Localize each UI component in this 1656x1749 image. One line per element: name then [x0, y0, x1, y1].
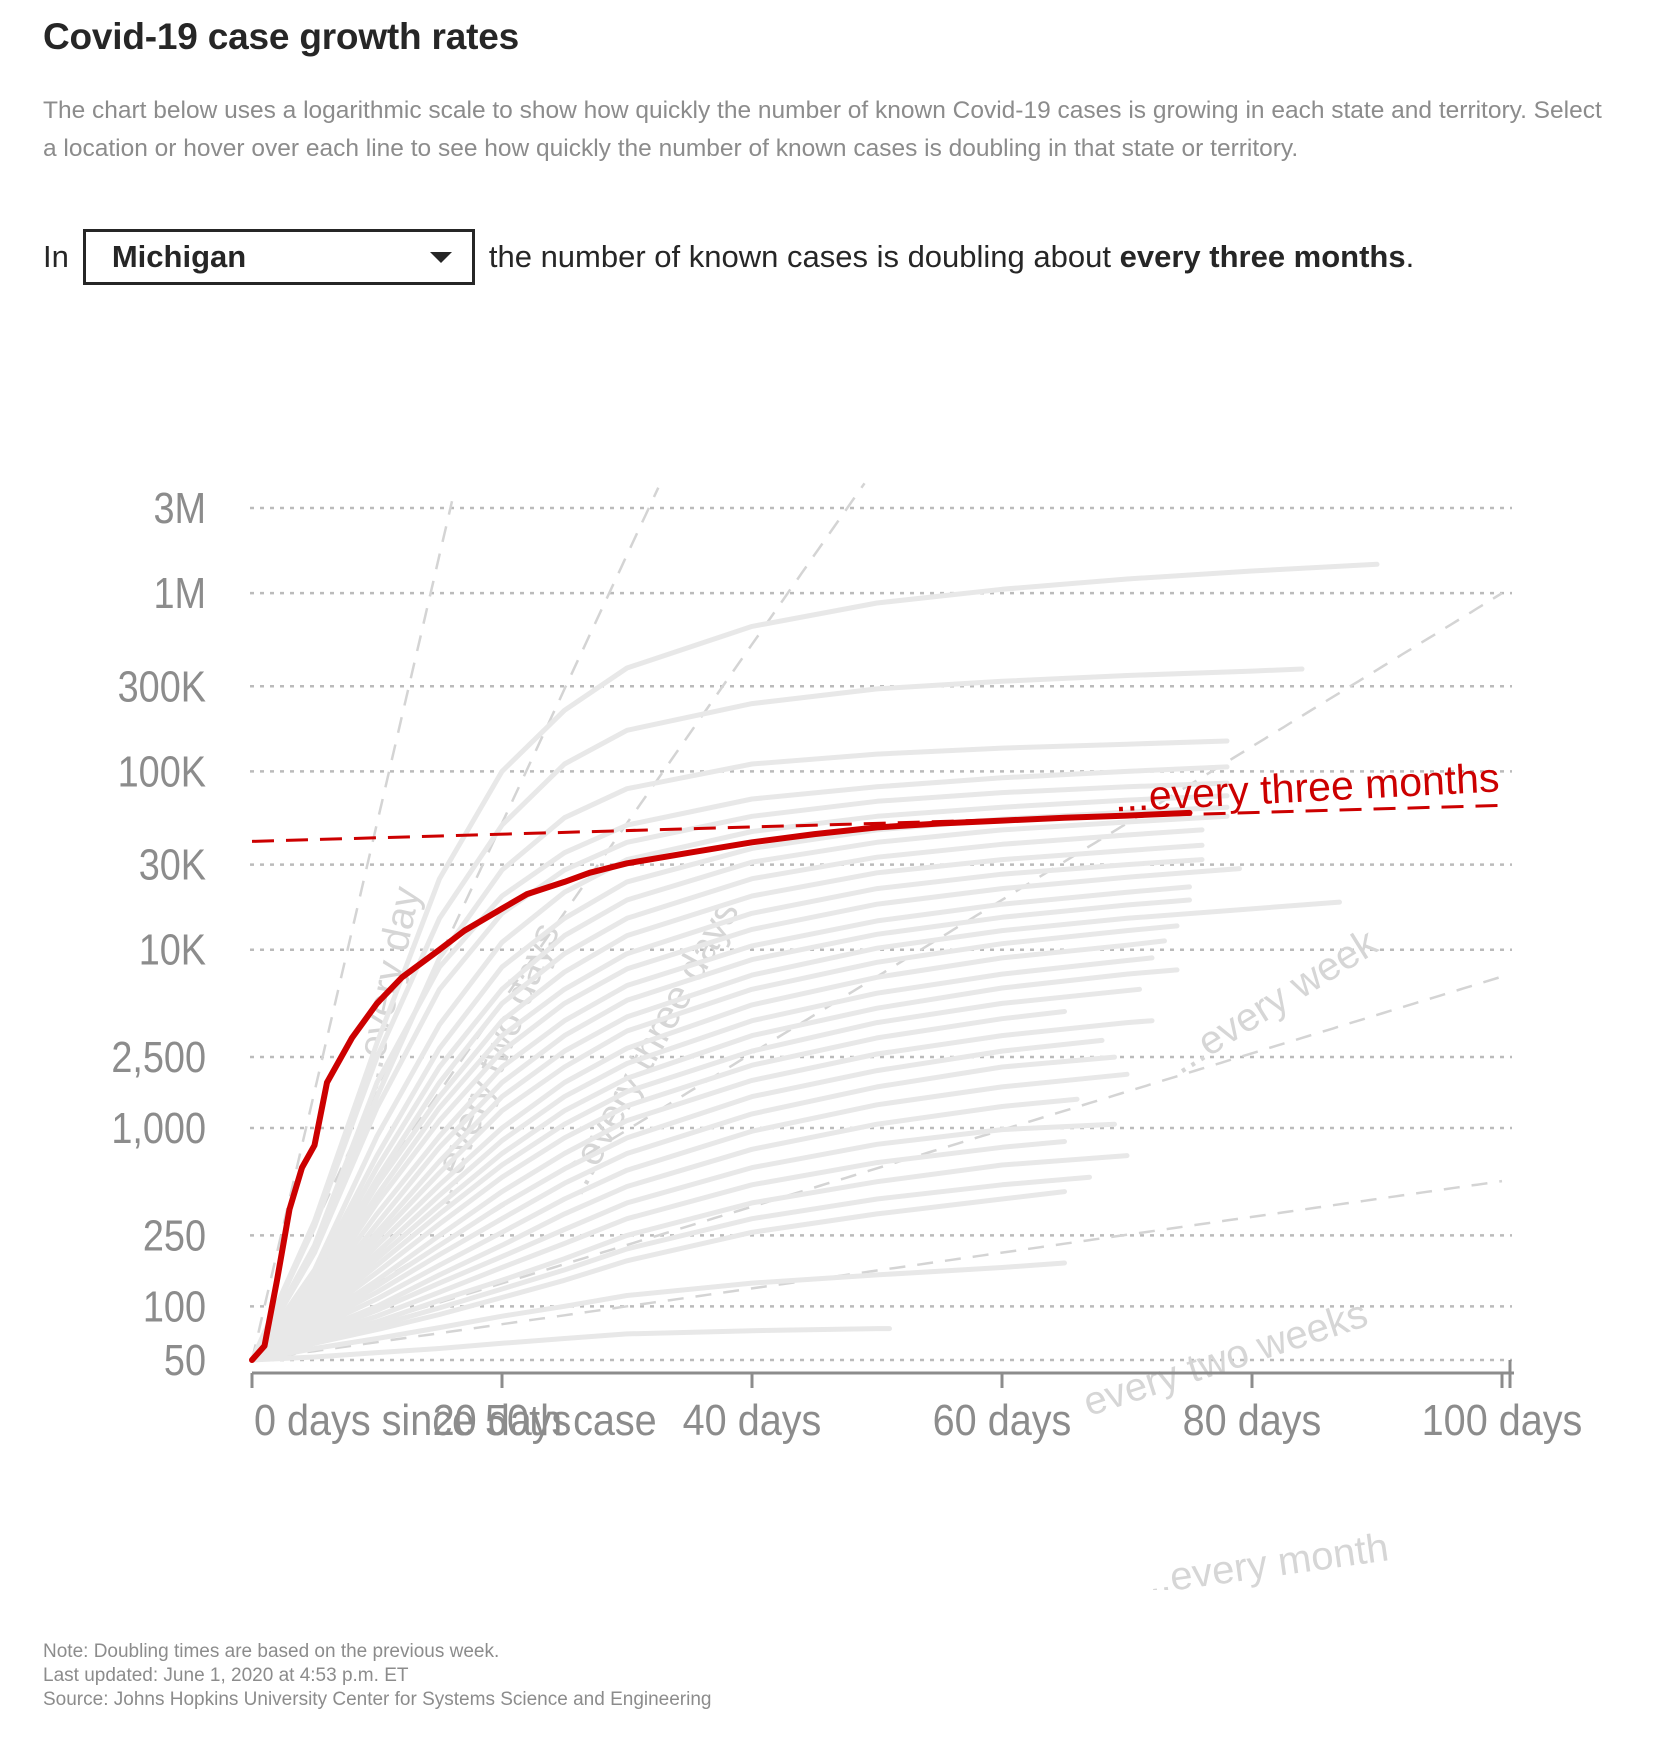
doubling-sentence: In Michigan the number of known cases is…	[43, 226, 1414, 288]
state-line	[249, 955, 1155, 1363]
state-line	[249, 1018, 1155, 1363]
sentence-middle: the number of known cases is doubling ab…	[488, 239, 1111, 274]
location-select[interactable]: Michigan	[82, 229, 475, 285]
state-line	[249, 793, 1230, 1363]
source-text: Source: Johns Hopkins University Center …	[43, 1689, 712, 1710]
x-tick-label: 60 days	[933, 1395, 1072, 1444]
state-line	[249, 884, 1192, 1363]
state-line	[249, 1121, 1117, 1363]
state-line	[249, 738, 1230, 1363]
state-line	[249, 561, 1380, 1363]
y-tick-label: 50	[164, 1335, 206, 1384]
note-text: Note: Doubling times are based on the pr…	[43, 1641, 500, 1662]
x-tick-label: 20 days	[433, 1395, 572, 1444]
y-tick-label: 300K	[118, 662, 206, 711]
state-line	[249, 857, 1205, 1363]
location-select-value: Michigan	[111, 239, 247, 274]
doubling-reference-label: ...every month	[1134, 1525, 1391, 1590]
state-line	[249, 780, 1230, 1363]
doubling-reference-line	[251, 1179, 1503, 1362]
state-line	[249, 813, 1230, 1363]
state-line	[249, 1139, 1067, 1363]
highlight-reference-line	[251, 803, 1503, 843]
y-tick-label: 10K	[139, 925, 206, 974]
x-tick-label: 0 days since 50th case	[254, 1395, 657, 1444]
state-line	[249, 1153, 1130, 1363]
state-line	[249, 897, 1192, 1363]
state-line	[249, 899, 1342, 1363]
chart-notes: Note: Doubling times are based on the pr…	[43, 1640, 712, 1712]
y-tick-label: 250	[143, 1211, 206, 1260]
y-tick-label: 30K	[139, 840, 206, 889]
state-line	[249, 923, 1180, 1363]
doubling-reference-line	[251, 975, 1503, 1362]
state-line	[249, 1009, 1067, 1363]
chevron-down-icon	[429, 251, 452, 263]
last-updated-text: Last updated: June 1, 2020 at 4:53 p.m. …	[43, 1665, 409, 1686]
state-line	[249, 866, 1242, 1363]
state-line	[249, 666, 1305, 1363]
y-tick-label: 1,000	[111, 1103, 206, 1152]
y-tick-label: 100	[143, 1282, 206, 1331]
state-line	[249, 1260, 1067, 1363]
state-line	[249, 827, 1205, 1363]
state-line	[249, 1096, 1080, 1363]
state-line	[249, 1326, 892, 1363]
y-tick-label: 3M	[153, 483, 206, 532]
michigan-line	[249, 809, 1193, 1363]
chart-title: Covid-19 case growth rates	[43, 16, 519, 57]
state-line	[249, 1174, 1092, 1363]
state-line	[249, 967, 1180, 1363]
x-tick-label: 100 days	[1422, 1395, 1583, 1444]
state-line	[249, 842, 1205, 1363]
sentence-prefix: In	[43, 239, 69, 274]
doubling-rate: every three months	[1119, 239, 1406, 274]
doubling-reference-line	[250, 487, 660, 1361]
y-tick-label: 100K	[118, 747, 206, 796]
state-line	[249, 986, 1142, 1363]
state-line	[249, 1037, 1105, 1363]
state-line	[249, 1189, 1067, 1363]
x-tick-label: 40 days	[683, 1395, 822, 1444]
state-line	[249, 1071, 1130, 1363]
state-line	[249, 938, 1167, 1363]
sentence-suffix: .	[1405, 239, 1415, 274]
chart-description: The chart below uses a logarithmic scale…	[43, 97, 1602, 162]
y-tick-label: 1M	[153, 568, 206, 617]
y-tick-label: 2,500	[111, 1032, 206, 1081]
state-line	[249, 1054, 1117, 1363]
state-line	[249, 764, 1230, 1363]
x-tick-label: 80 days	[1183, 1395, 1322, 1444]
